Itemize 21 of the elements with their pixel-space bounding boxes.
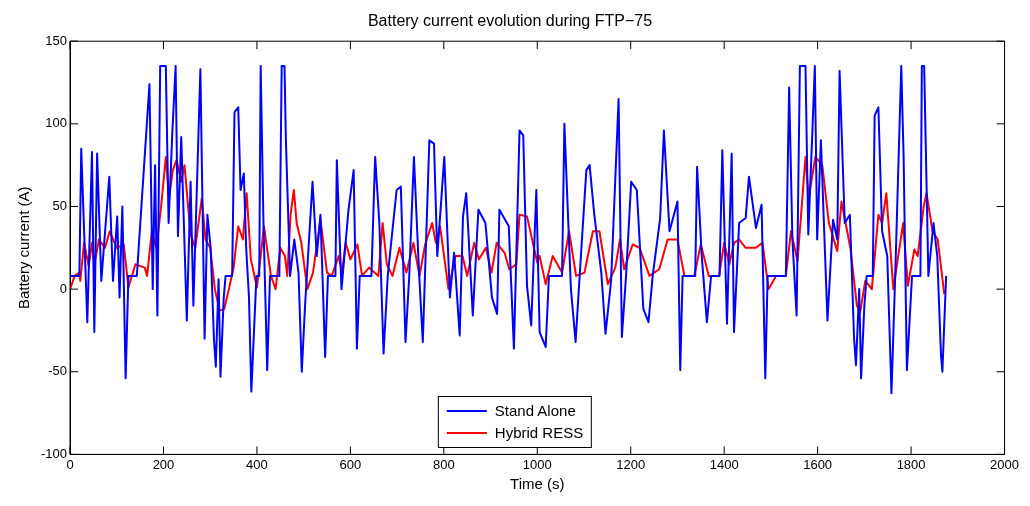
y-tick-label: -50 (48, 363, 68, 379)
legend-label: Stand Alone (494, 401, 576, 421)
chart-title: Battery current evolution during FTP−75 (367, 12, 653, 30)
y-tick-label: -100 (40, 445, 68, 461)
y-tick-label: 50 (52, 198, 68, 214)
legend-label: Hybrid RESS (494, 423, 584, 443)
x-axis-title: Time (s) (510, 475, 565, 493)
x-tick-label: 1000 (522, 456, 552, 472)
x-tick-label: 1200 (616, 456, 646, 472)
y-tick-label: 150 (45, 32, 68, 48)
x-tick-label: 600 (339, 456, 362, 472)
x-tick-label: 2000 (990, 456, 1019, 472)
x-tick-label: 800 (432, 456, 455, 472)
x-tick-label: 1800 (896, 456, 926, 472)
y-tick-label: 100 (45, 115, 68, 131)
y-tick-label: 0 (59, 280, 68, 296)
x-tick-label: 400 (246, 456, 268, 472)
x-tick-label: 1600 (803, 456, 833, 472)
x-tick-label: 1400 (709, 456, 739, 472)
x-tick-label: 200 (152, 456, 175, 472)
y-axis-title: Battery current (A) (15, 186, 33, 310)
